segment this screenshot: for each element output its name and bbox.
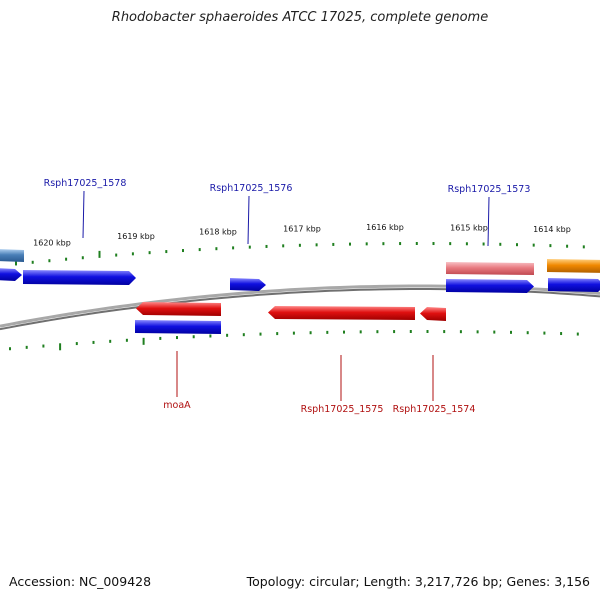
genome-summary-text: Topology: circular; Length: 3,217,726 bp… <box>246 574 590 589</box>
gene-leader-line <box>82 190 85 239</box>
gene-leader-line <box>487 196 490 247</box>
scale-label: 1619 kbp <box>117 232 155 241</box>
scale-label: 1616 kbp <box>366 223 404 232</box>
gene-arrow-forward <box>230 278 266 291</box>
gene-arrow-forward <box>548 278 600 292</box>
gene-block-orange <box>547 259 600 273</box>
gene-label: moaA <box>163 400 191 411</box>
scale-label: 1620 kbp <box>33 238 71 247</box>
gene-block-blue-inner <box>135 320 221 334</box>
map-title: Rhodobacter sphaeroides ATCC 17025, comp… <box>111 10 489 25</box>
gene-arrow-reverse <box>268 306 415 320</box>
gene-leader-line <box>247 195 250 245</box>
gene-label: Rsph17025_1575 <box>301 404 384 415</box>
gene-block-steelblue <box>0 249 24 262</box>
gene-label: Rsph17025_1574 <box>393 404 476 415</box>
gene-label: Rsph17025_1573 <box>448 184 531 195</box>
gene-label: Rsph17025_1576 <box>210 183 293 194</box>
scale-label: 1615 kbp <box>450 223 488 232</box>
gene-block-pink <box>446 262 534 275</box>
gene-arrow-forward <box>446 279 534 293</box>
gene-label: Rsph17025_1578 <box>44 178 127 189</box>
scale-label: 1618 kbp <box>199 228 237 237</box>
gene-arrow-forward <box>23 270 136 285</box>
gene-arrow-forward <box>0 268 22 281</box>
accession-text: Accession: NC_009428 <box>9 574 152 589</box>
gene-arrow-reverse <box>136 302 221 316</box>
gene-arrow-reverse <box>420 307 446 321</box>
scale-label: 1614 kbp <box>533 225 571 234</box>
scale-label: 1617 kbp <box>283 225 321 234</box>
